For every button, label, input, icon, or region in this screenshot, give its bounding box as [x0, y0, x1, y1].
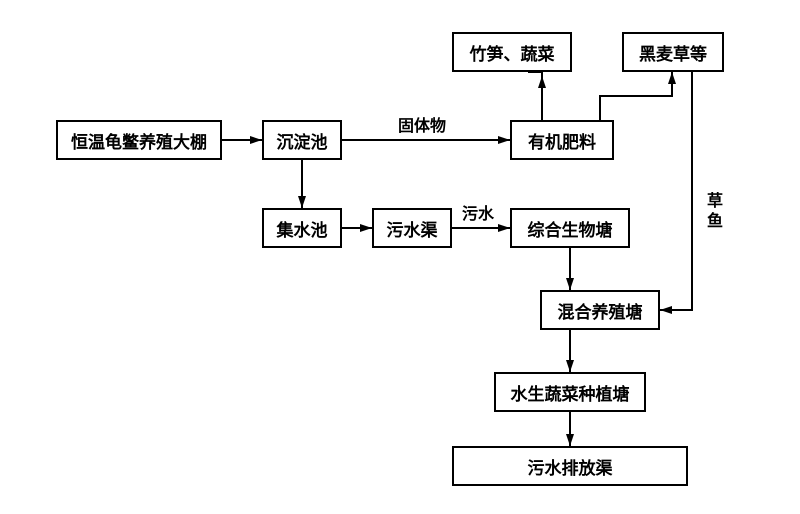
node-label: 混合养殖塘 — [558, 298, 643, 323]
node-sewage-channel: 污水渠 — [372, 208, 452, 248]
node-label: 恒温龟鳖养殖大棚 — [71, 128, 207, 153]
node-fertilizer: 有机肥料 — [510, 120, 614, 160]
edge-label-sewage: 污水 — [462, 200, 494, 224]
edge-label-grass-carp: 草鱼 — [700, 192, 724, 232]
node-greenhouse: 恒温龟鳖养殖大棚 — [56, 120, 222, 160]
node-veg-pond: 水生蔬菜种植塘 — [494, 372, 646, 412]
node-label: 污水渠 — [387, 216, 438, 241]
node-label: 集水池 — [277, 216, 328, 241]
edges-layer — [0, 0, 800, 514]
edge-label-solids: 固体物 — [398, 112, 446, 136]
node-sediment: 沉淀池 — [262, 120, 342, 160]
node-label: 黑麦草等 — [639, 40, 707, 65]
node-collect: 集水池 — [262, 208, 342, 248]
node-label: 综合生物塘 — [528, 216, 613, 241]
node-label: 沉淀池 — [277, 128, 328, 153]
node-label: 污水排放渠 — [528, 454, 613, 479]
node-ryegrass: 黑麦草等 — [622, 32, 724, 72]
diagram-canvas: 恒温龟鳖养殖大棚 沉淀池 集水池 污水渠 有机肥料 竹笋、蔬菜 黑麦草等 综合生… — [0, 0, 800, 514]
node-label: 竹笋、蔬菜 — [470, 40, 555, 65]
node-bamboo: 竹笋、蔬菜 — [452, 32, 572, 72]
node-mixed-pond: 混合养殖塘 — [540, 290, 660, 330]
node-label: 水生蔬菜种植塘 — [511, 380, 630, 405]
node-bio-pond: 综合生物塘 — [510, 208, 630, 248]
node-label: 有机肥料 — [528, 128, 596, 153]
node-discharge: 污水排放渠 — [452, 446, 688, 486]
